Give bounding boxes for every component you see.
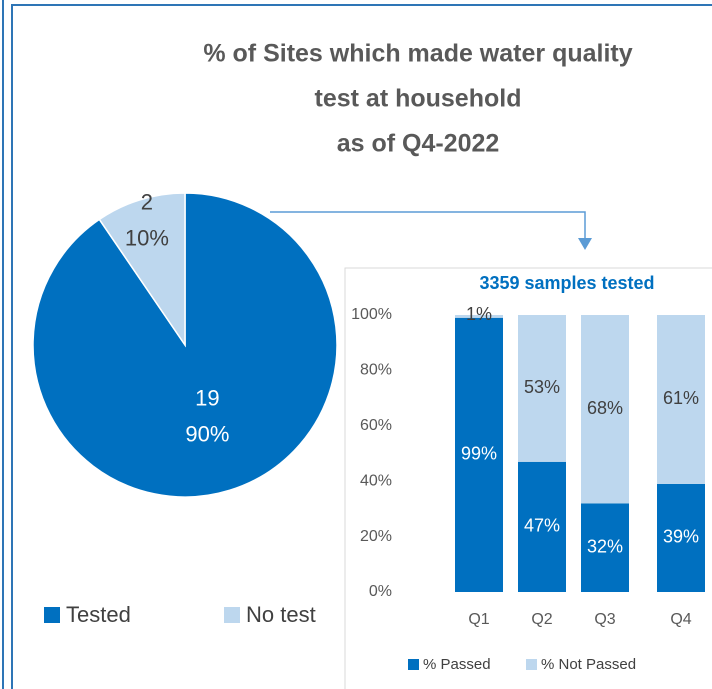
bar-segment (455, 317, 503, 592)
chart-title: test at household (315, 85, 522, 113)
legend-label: % Not Passed (541, 656, 636, 673)
y-tick-label: 20% (360, 528, 392, 545)
pie-slice (98, 192, 186, 348)
legend-swatch (408, 659, 419, 670)
y-tick-label: 0% (369, 583, 392, 600)
pie-count-label: 2 (141, 189, 153, 214)
legend-swatch (44, 607, 60, 623)
y-tick-label: 40% (360, 472, 392, 489)
y-tick-label: 80% (360, 362, 392, 379)
chart-title: % of Sites which made water quality (203, 40, 632, 68)
bar-segment (455, 315, 503, 318)
frame (11, 4, 712, 689)
legend-swatch (224, 607, 240, 623)
arrow (270, 211, 586, 240)
x-tick-label: Q1 (468, 611, 489, 628)
bar-value-label: 61% (663, 388, 699, 408)
bar-value-label: 1% (466, 304, 492, 324)
bar-segment (518, 461, 566, 592)
pie-percent-label: 90% (185, 421, 229, 446)
legend-label: Tested (66, 602, 131, 627)
bar-value-label: 53% (524, 377, 560, 397)
pie-count-label: 19 (195, 385, 219, 410)
pie-percent-label: 10% (125, 225, 169, 250)
legend-swatch (526, 659, 537, 670)
legend-label: % Passed (423, 656, 491, 673)
bar-value-label: 68% (587, 398, 623, 418)
bar-value-label: 47% (524, 516, 560, 536)
bar-title: 3359 samples tested (479, 273, 654, 293)
bar-segment (657, 483, 705, 592)
y-tick-label: 100% (351, 306, 392, 323)
bar-segment (581, 503, 629, 592)
bar-segment (657, 315, 705, 484)
y-tick-label: 60% (360, 417, 392, 434)
bar-value-label: 99% (461, 444, 497, 464)
legend-label: No test (246, 602, 316, 627)
arrow-head (578, 238, 592, 250)
bar-segment (581, 315, 629, 504)
bar-segment (518, 315, 566, 462)
x-tick-label: Q4 (670, 611, 691, 628)
bar-value-label: 39% (663, 527, 699, 547)
x-tick-label: Q3 (594, 611, 615, 628)
chart-title: as of Q4-2022 (337, 130, 500, 158)
bar-value-label: 32% (587, 536, 623, 556)
x-tick-label: Q2 (531, 611, 552, 628)
